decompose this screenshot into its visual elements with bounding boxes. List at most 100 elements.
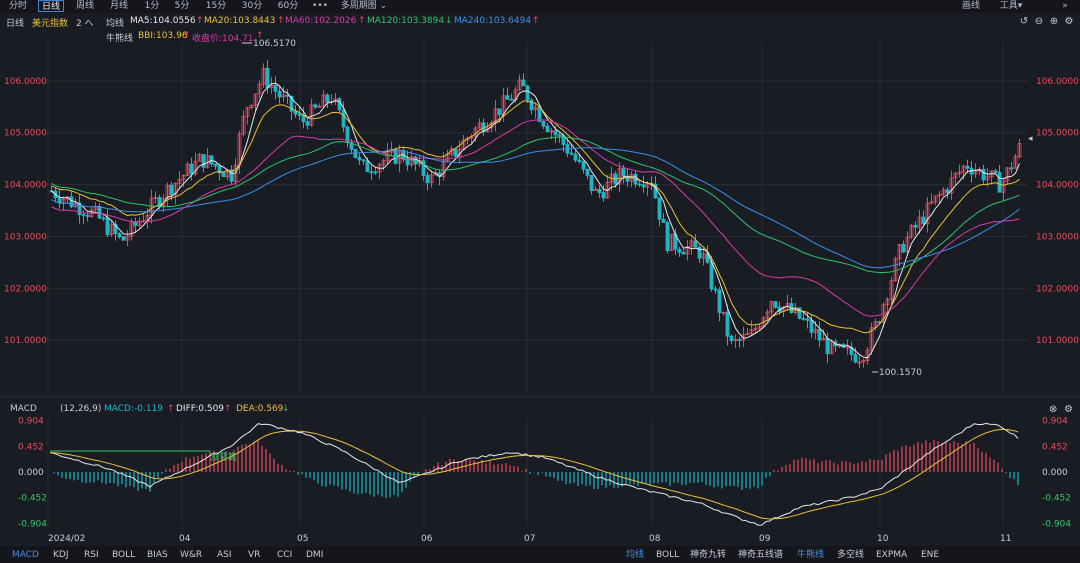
more-timeframes-button[interactable]: •••: [312, 1, 328, 11]
timeframe-60min[interactable]: 60分: [277, 1, 299, 11]
x-axis-label: 07: [524, 534, 535, 544]
candle-body: [125, 235, 130, 241]
divergence-annotation: 顶背离: [50, 450, 237, 463]
candle-body: [945, 189, 950, 194]
candle-body: [961, 165, 966, 173]
reset-icon[interactable]: ↺: [1019, 16, 1029, 27]
arrow-up-icon: ↑: [167, 404, 175, 414]
candle-body: [913, 224, 918, 228]
tab-magic-nine[interactable]: 神奇九转: [690, 550, 727, 560]
candle-body: [277, 90, 282, 98]
candle-body: [929, 201, 934, 204]
candle-body: [973, 170, 978, 175]
x-axis-label: 05: [297, 534, 308, 544]
ma-indicator-label[interactable]: 均线: [106, 19, 125, 29]
candle-body: [573, 153, 578, 161]
candle-body: [621, 168, 626, 177]
tools-dropdown[interactable]: 工具▾: [996, 0, 1026, 12]
chevron-down-icon: ⌄: [379, 1, 388, 11]
instrument-name[interactable]: 美元指数: [32, 19, 69, 29]
candle-body: [69, 196, 74, 208]
tab-cci[interactable]: CCI: [277, 550, 293, 560]
candle-body: [881, 304, 886, 323]
tab-boll[interactable]: BOLL: [112, 550, 136, 560]
candle-body: [597, 188, 602, 193]
tab-long-short[interactable]: 多空线: [837, 550, 865, 560]
candle-body: [153, 197, 158, 199]
tab-boll-main[interactable]: BOLL: [656, 550, 680, 560]
timeframe-5min[interactable]: 5分: [174, 1, 190, 11]
tab-ma[interactable]: 均线: [626, 550, 645, 560]
tab-magic-five[interactable]: 神奇五线谱: [738, 550, 784, 560]
candle-body: [165, 184, 170, 199]
candle-body: [693, 240, 698, 248]
tab-ene[interactable]: ENE: [921, 550, 940, 560]
timeframe-30min[interactable]: 30分: [241, 1, 263, 11]
timeframe-intraday[interactable]: 分时: [8, 1, 27, 11]
candle-body: [209, 155, 214, 165]
candle-body: [297, 113, 302, 116]
tab-wr[interactable]: W&R: [180, 550, 203, 560]
candle-body: [421, 160, 426, 176]
candle-body: [717, 289, 722, 313]
candle-body: [249, 104, 254, 108]
tab-expma[interactable]: EXPMA: [876, 550, 908, 560]
timeframe-daily[interactable]: 日线: [38, 0, 64, 12]
candle-body: [657, 197, 662, 220]
zoom-in-icon[interactable]: ⊕: [1049, 16, 1059, 27]
macd-axis-label-right: 0.452: [1042, 442, 1068, 452]
settings-gear-icon[interactable]: ⚙: [1064, 16, 1074, 27]
price-chart[interactable]: 106.0000 105.0000 104.0000 103.0000 102.0000…: [0, 0, 1080, 546]
macd-histogram: [49, 439, 1019, 499]
tab-macd[interactable]: MACD: [12, 550, 39, 560]
tab-rsi[interactable]: RSI: [84, 550, 99, 560]
y-axis-label-left: 102.0000: [4, 284, 47, 294]
ma120-value: MA120:103.3894: [367, 16, 445, 26]
timeframe-weekly[interactable]: 周线: [75, 1, 94, 11]
candle-body: [85, 215, 90, 217]
double-chevron-right-icon[interactable]: »: [1062, 1, 1068, 11]
tab-bull-bear[interactable]: 牛熊线: [797, 550, 825, 560]
candle-body: [317, 105, 322, 108]
macd-axis-label-left: 0.904: [18, 417, 44, 427]
draw-line-button[interactable]: 画线: [961, 1, 980, 11]
tab-kdj[interactable]: KDJ: [53, 550, 69, 560]
multi-period-dropdown[interactable]: 多周期图 ⌄: [336, 0, 392, 12]
bull-bear-label[interactable]: 牛熊线: [106, 34, 134, 44]
bbi-value: BBI:103.96: [138, 31, 188, 41]
adjust-toggle[interactable]: 2 へ: [76, 19, 94, 29]
candle-body: [405, 158, 410, 166]
candle-body: [505, 95, 510, 100]
candle-body: [369, 171, 374, 174]
candle-body: [921, 216, 926, 225]
timeframe-1min[interactable]: 1分: [144, 1, 160, 11]
timeframe-monthly[interactable]: 月线: [109, 1, 128, 11]
tab-vr[interactable]: VR: [248, 550, 261, 560]
candle-body: [181, 175, 186, 180]
settings-gear-icon: ⚙: [1064, 404, 1073, 415]
tab-asi[interactable]: ASI: [217, 550, 232, 560]
tab-bias[interactable]: BIAS: [147, 550, 168, 560]
ma20-line: [51, 100, 1020, 334]
candle-body: [217, 165, 222, 174]
candle-body: [497, 108, 502, 115]
tab-dmi[interactable]: DMI: [306, 550, 324, 560]
y-axis-label-right: 106.0000: [1036, 77, 1079, 87]
y-axis-label-left: 103.0000: [4, 232, 47, 242]
candle-body: [637, 183, 642, 186]
candle-body: [441, 160, 446, 177]
divergence-label: 顶背离: [210, 451, 237, 463]
ma240-line: [51, 147, 1020, 269]
candle-body: [925, 202, 930, 225]
candle-body: [681, 251, 686, 255]
candle-body: [813, 328, 818, 333]
zoom-out-icon[interactable]: ⊖: [1034, 16, 1044, 27]
candle-body: [337, 98, 342, 111]
candle-body: [189, 163, 194, 175]
candle-body: [857, 361, 862, 364]
candle-body: [829, 341, 834, 355]
period-label: 日线: [6, 19, 25, 29]
candle-body: [601, 192, 606, 199]
candle-body: [669, 233, 674, 252]
timeframe-15min[interactable]: 15分: [205, 1, 227, 11]
